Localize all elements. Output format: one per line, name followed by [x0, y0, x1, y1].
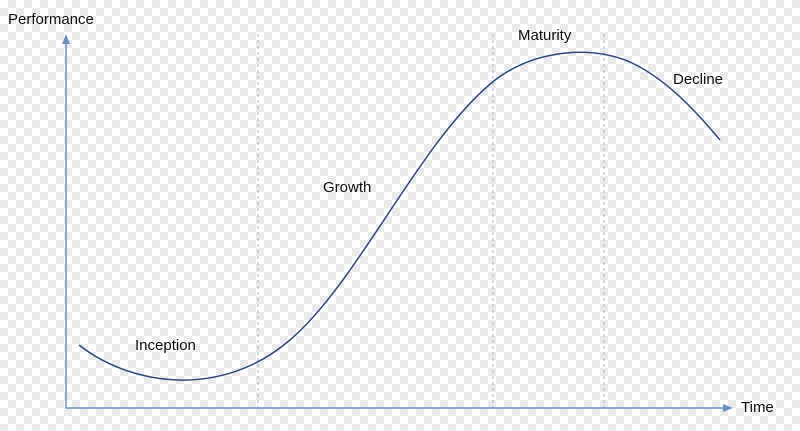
x-axis-arrowhead: [723, 404, 733, 412]
y-axis-label: Performance: [8, 11, 94, 28]
phase-label-maturity: Maturity: [518, 27, 572, 44]
lifecycle-curve: [78, 51, 721, 381]
phase-label-inception: Inception: [135, 337, 196, 354]
phase-label-growth: Growth: [323, 179, 371, 196]
x-axis-label: Time: [741, 399, 774, 416]
phase-label-decline: Decline: [673, 71, 723, 88]
y-axis-arrowhead: [62, 34, 70, 44]
